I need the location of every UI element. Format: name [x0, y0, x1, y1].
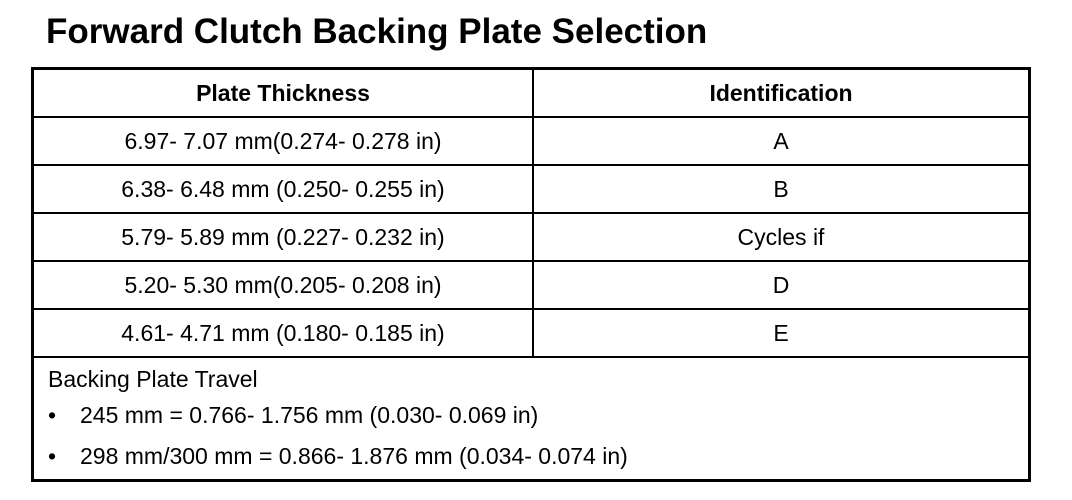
table-row: 4.61- 4.71 mm (0.180- 0.185 in) E — [34, 310, 1028, 358]
table-cell: Cycles if — [737, 223, 825, 250]
table-row: 6.38- 6.48 mm (0.250- 0.255 in) B — [34, 166, 1028, 214]
footer-heading: Backing Plate Travel — [48, 366, 258, 392]
table-cell: E — [773, 319, 789, 346]
header-cell: Plate Thickness — [34, 70, 534, 116]
table-cell: 5.20- 5.30 mm(0.205- 0.208 in) — [34, 262, 534, 308]
bullet-text: 245 mm = 0.766- 1.756 mm (0.030- 0.069 i… — [80, 402, 539, 428]
bullet: • — [48, 402, 57, 428]
table-cell: 6.97- 7.07 mm(0.274- 0.278 in) — [34, 118, 534, 164]
table-cell: D — [772, 271, 790, 298]
title: Forward Clutch Backing Plate Selection — [46, 12, 708, 51]
table-row: 5.79- 5.89 mm (0.227- 0.232 in) Cycles if — [34, 214, 1028, 262]
table-row: 5.20- 5.30 mm(0.205- 0.208 in) D — [34, 262, 1028, 310]
table-cell: A — [773, 127, 789, 154]
table-cell: 4.61- 4.71 mm (0.180- 0.185 in) — [34, 310, 534, 356]
header-row: Plate Thickness Identification — [34, 70, 1028, 118]
table-cell: B — [773, 175, 789, 202]
bullet: • — [48, 443, 57, 469]
table-row: 6.97- 7.07 mm(0.274- 0.278 in) A — [34, 118, 1028, 166]
table: Plate Thickness Identification 6.97- 7.0… — [31, 67, 1031, 482]
header-cell: Identification — [709, 79, 853, 106]
table-cell: 6.38- 6.48 mm (0.250- 0.255 in) — [34, 166, 534, 212]
table-cell: 5.79- 5.89 mm (0.227- 0.232 in) — [34, 214, 534, 260]
bullet-text: 298 mm/300 mm = 0.866- 1.876 mm (0.034- … — [80, 443, 628, 469]
